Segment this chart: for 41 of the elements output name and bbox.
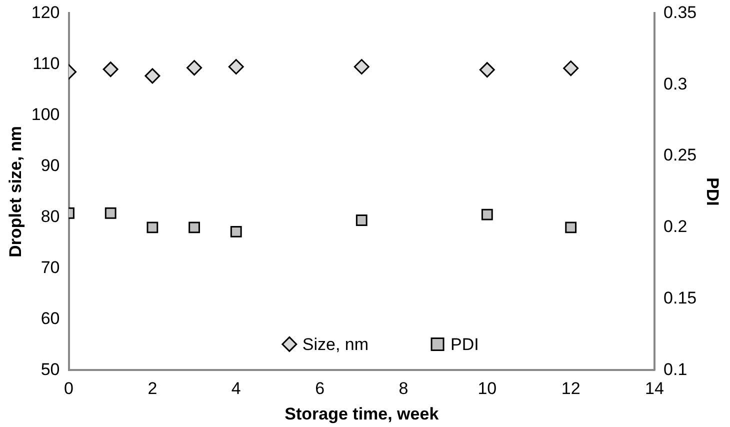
y-tick-label: 90 [40,156,60,175]
point [146,222,158,234]
y2-tick-label: 0.25 [664,146,697,165]
y-axis-title: Droplet size, nm [6,126,25,258]
y2-tick-label: 0.35 [664,2,697,22]
x-tick-label: 6 [315,379,325,398]
y2-tick-label: 0.3 [664,74,688,94]
point [102,62,118,78]
x-tick-label: 8 [398,379,408,398]
legend-label: Size, nm [302,334,369,354]
y2-tick-label: 0.15 [664,288,697,308]
point [565,222,577,234]
y-tick-label: 100 [31,104,60,124]
y2-tick-label: 0.2 [664,217,688,236]
x-tick-label: 14 [645,379,664,398]
x-tick-label: 2 [148,379,158,398]
legend-label: PDI [450,334,479,354]
x-axis-title: Storage time, week [284,404,440,424]
y-tick-label: 120 [31,2,60,22]
point [188,222,200,234]
x-tick-label: 4 [231,379,241,398]
y-tick-label: 80 [40,206,60,226]
y-tick-label: 70 [40,258,60,277]
y2-axis-title: PDI [703,178,722,206]
y-tick-label: 50 [40,360,60,379]
point [104,207,116,219]
x-tick-label: 12 [561,379,580,398]
point [563,60,579,76]
point [354,59,370,74]
point [479,62,495,78]
y-tick-label: 60 [40,308,60,328]
point [356,214,368,226]
y2-tick-label: 0.1 [664,360,688,379]
point [230,226,242,238]
point [481,208,493,220]
x-tick-label: 10 [478,379,497,398]
x-tick-label: 0 [64,379,74,398]
y-tick-label: 110 [32,54,60,73]
point [186,60,202,76]
point [228,59,244,74]
point [144,68,160,84]
